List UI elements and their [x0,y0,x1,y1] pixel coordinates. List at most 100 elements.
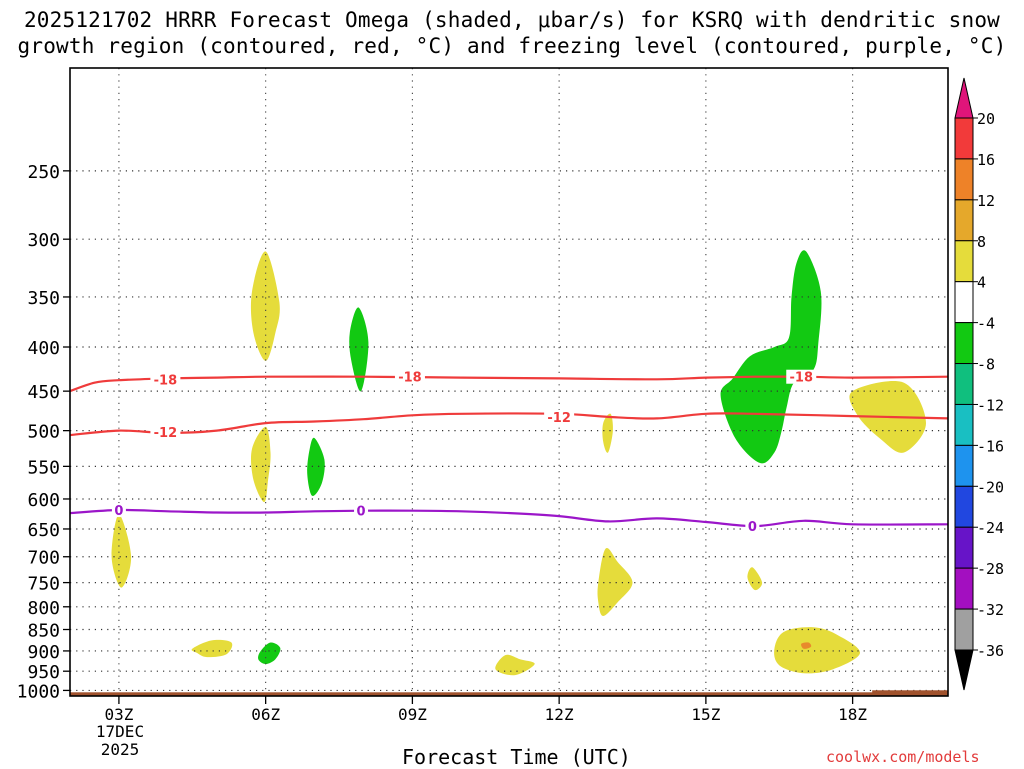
contour-0C-line [69,508,949,528]
terrain-band [70,692,948,696]
contour-minus18C-label-bg-1 [150,372,181,387]
colorbar-label-4: 8 [977,233,986,251]
x-tick-label-12Z: 12Z [545,705,574,724]
contour-0C-label-bg-3 [745,519,760,534]
contour-minus18C-label-2: -18 [398,371,422,386]
colorbar-bin-8 [954,403,974,446]
contour-0C-label-3: 0 [748,520,757,535]
colorbar-bin-5 [954,281,974,324]
y-tick-label-400: 400 [27,338,60,359]
colorbar-label-6: -4 [977,315,995,333]
x-tick-label-09Z: 09Z [398,705,427,724]
colorbar-bin-2 [954,158,974,201]
colorbar-bin-11 [954,526,974,569]
date-label-year: 2025 [100,740,140,759]
colorbar-label-13: -32 [977,601,1004,619]
chart-title-line-2: growth region (contoured, red, °C) and f… [17,34,1007,58]
y-tick-label-550: 550 [27,457,60,478]
colorbar-bottom-arrow [954,649,974,691]
omega-region-3 [250,426,271,503]
ground-layer [70,690,948,696]
source-credit-link[interactable]: coolwx.com/models [826,748,980,766]
omega-region-4 [307,437,325,497]
colorbar-label-1: 20 [977,110,995,128]
y-tick-label-450: 450 [27,382,60,403]
y-tick-label-700: 700 [27,548,60,569]
contour-0C-label-bg-1 [111,503,126,518]
colorbar-label-7: -8 [977,356,995,374]
omega-region-8 [495,654,535,676]
colorbar-label-2: 16 [977,151,995,169]
plot-frame-layer [69,67,949,697]
x-axis-label: Forecast Time (UTC) [402,745,631,769]
omega-region-14 [774,627,861,674]
colorbar-bin-3 [954,199,974,242]
omega-region-2 [349,307,369,392]
contour-minus18C-line [69,375,949,393]
contour-minus12C-label-1: -12 [154,426,178,441]
y-tick-label-750: 750 [27,574,60,595]
omega-region-15 [801,642,812,649]
x-tick-label-15Z: 15Z [691,705,720,724]
y-tick-label-1000: 1000 [17,681,60,702]
y-tick-label-350: 350 [27,288,60,309]
x-tick-label-03Z: 03Z [104,705,133,724]
contour-layer: -18 -18 -18 -12 -12 0 0 0 [69,369,949,535]
colorbar-bin-4 [954,240,974,283]
y-tick-label-950: 950 [27,662,60,683]
contour-minus12C-label-2: -12 [547,411,571,426]
y-tick-label-650: 650 [27,520,60,541]
chart-title-line-1: 2025121702 HRRR Forecast Omega (shaded, … [23,8,1001,32]
omega-region-9 [602,413,613,453]
contour-0C-label-1: 0 [114,504,123,519]
colorbar-bin-10 [954,485,974,528]
colorbar-bin-6 [954,322,974,365]
colorbar-label-9: -16 [977,437,1004,455]
contour-minus18C-label-bg-2 [394,369,425,384]
colorbar-bin-1 [954,117,974,160]
contour-minus12C-label-bg-1 [150,425,181,440]
colorbar-label-10: -20 [977,478,1004,496]
y-tick-label-900: 900 [27,642,60,663]
y-tick-label-600: 600 [27,490,60,511]
omega-region-1 [250,251,280,361]
colorbar-label-12: -28 [977,560,1004,578]
omega-region-10 [597,547,633,616]
grid-layer [70,68,948,696]
y-tick-label-300: 300 [27,230,60,251]
contour-0C-label-2: 0 [357,505,366,520]
terrain-rise [872,690,948,694]
colorbar-label-3: 12 [977,192,995,210]
colorbar-bin-12 [954,567,974,610]
contour-minus12C-line [69,412,949,437]
y-tick-label-850: 850 [27,621,60,642]
contour-minus18C-label-3: -18 [790,371,814,386]
colorbar-legend: 20 16 12 8 4 -4 -8 -12 -16 -20 -24 -28 -32 -36 [954,77,1004,691]
colorbar-bin-7 [954,363,974,405]
omega-region-6 [191,639,233,658]
colorbar-top-arrow [954,77,974,119]
colorbar-label-14: -36 [977,642,1004,660]
contour-0C-label-bg-2 [354,503,369,518]
omega-region-13 [747,567,763,591]
colorbar-label-5: 4 [977,274,986,292]
omega-shading-layer [111,250,926,676]
y-tick-label-800: 800 [27,598,60,619]
omega-region-7 [258,642,281,664]
contour-minus18C-label-bg-3 [786,369,817,384]
x-tick-label-06Z: 06Z [251,705,280,724]
colorbar-bin-13 [954,608,974,651]
colorbar-label-8: -12 [977,396,1004,414]
plot-frame [69,67,949,697]
contour-minus18C-label-1: -18 [154,373,178,388]
colorbar-bin-9 [954,444,974,487]
y-tick-label-500: 500 [27,422,60,443]
date-label-day: 17DEC [95,722,145,741]
x-tick-label-18Z: 18Z [838,705,867,724]
contour-minus12C-label-bg-2 [544,409,575,424]
omega-region-5 [111,514,132,588]
colorbar-label-11: -24 [977,519,1004,537]
y-tick-label-250: 250 [27,162,60,183]
axis-layer: 2503003504004505005506006507007508008509… [17,162,868,724]
